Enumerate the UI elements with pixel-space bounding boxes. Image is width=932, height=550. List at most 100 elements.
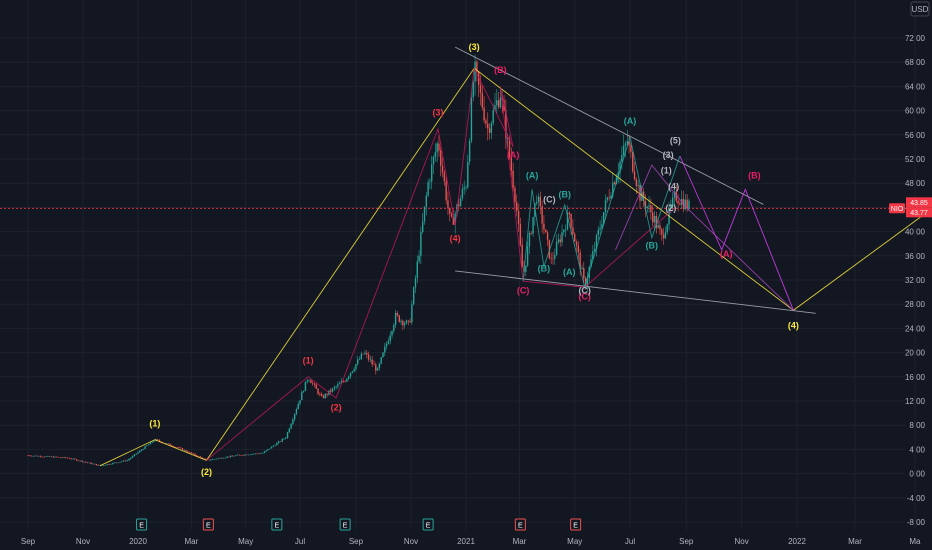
candle-body (459, 198, 462, 207)
wave-label: (C) (517, 285, 530, 295)
candle-body (281, 438, 283, 442)
candle-body (279, 441, 282, 442)
candle-body (385, 343, 388, 347)
candle-body (521, 244, 523, 268)
candle-body (338, 383, 341, 385)
y-tick-label: 4.00 (909, 445, 925, 454)
candle-body (468, 140, 471, 162)
candle-body (83, 461, 85, 463)
candle-body (57, 457, 60, 458)
candle-body (581, 268, 583, 270)
candle-body (610, 195, 612, 199)
candle-body (32, 455, 35, 457)
candle-body (666, 224, 668, 233)
candle-body (458, 204, 460, 207)
candle-body (263, 451, 266, 454)
candle-body (194, 453, 196, 456)
candle-body (34, 455, 36, 457)
candle-body (530, 232, 532, 234)
candle-body (131, 455, 134, 458)
candle-body (41, 456, 44, 458)
candle-body (235, 455, 237, 456)
candle-body (43, 456, 45, 458)
candle-body (119, 461, 121, 463)
candle-body (461, 189, 464, 199)
earnings-event-label: E (518, 523, 523, 530)
x-tick-label: May (238, 537, 253, 546)
candle-body (349, 372, 352, 377)
candle-body (597, 229, 599, 236)
candle-body (402, 320, 404, 326)
candle-body (285, 437, 287, 439)
candle-body (555, 242, 558, 256)
candle-body (427, 182, 429, 196)
candle-body (561, 232, 563, 243)
candle-body (508, 137, 511, 158)
candle-body (510, 157, 513, 171)
wave-label: (4) (668, 181, 679, 191)
y-tick-label: -4.00 (907, 494, 926, 503)
candle-body (133, 454, 136, 456)
x-tick-label: Mar (185, 537, 199, 546)
candle-body (375, 364, 377, 371)
wave-label: (2) (665, 203, 676, 213)
candle-body (506, 137, 509, 139)
y-tick-label: -8.00 (907, 518, 926, 527)
candle-body (662, 234, 665, 239)
candle-body (633, 171, 636, 180)
candle-body (541, 206, 543, 224)
candle-body (586, 278, 589, 287)
x-tick-label: Nov (735, 537, 749, 546)
candle-body (30, 455, 33, 457)
candle-body (431, 164, 433, 182)
symbol-tag (889, 203, 905, 214)
x-tick-label: Ma (909, 537, 921, 546)
candle-body (158, 440, 161, 442)
candle-body (384, 346, 386, 353)
candle-body (201, 457, 203, 459)
candle-body (108, 464, 110, 465)
candle-body (306, 380, 308, 382)
candle-body (387, 341, 390, 344)
wave-label: (C) (578, 285, 591, 295)
candle-body (574, 233, 576, 242)
candle-body (121, 461, 123, 463)
wave-label: (C) (543, 195, 556, 205)
candle-body (110, 464, 112, 465)
candle-body (156, 439, 159, 441)
candle-body (231, 455, 234, 457)
wave-label: (A) (526, 170, 539, 180)
earnings-event-label: E (206, 523, 211, 530)
wave-line-1 (454, 46, 764, 205)
candle-body (572, 227, 574, 234)
earnings-event-label: E (275, 523, 280, 530)
candle-body (274, 445, 276, 446)
candle-body (94, 463, 96, 465)
candle-body (436, 143, 438, 153)
candle-body (128, 459, 130, 461)
candle-body (628, 141, 630, 146)
wave-label: (1) (303, 355, 314, 365)
candle-body (130, 457, 132, 460)
candle-body (472, 81, 474, 98)
candle-body (593, 248, 596, 252)
candle-body (147, 444, 150, 446)
candle-body (476, 61, 478, 72)
candle-body (608, 197, 610, 199)
candle-body (635, 179, 638, 186)
candle-body (190, 452, 193, 454)
candle-body (463, 187, 465, 190)
symbol-label: NIO (891, 206, 904, 213)
candle-body (575, 241, 578, 246)
earnings-event-marker (514, 518, 526, 531)
candle-body (376, 368, 379, 371)
candle-body (637, 184, 639, 186)
candle-body (416, 261, 418, 278)
earnings-event-marker (570, 518, 582, 531)
candle-body (563, 229, 565, 233)
candle-body (290, 423, 292, 429)
candle-body (224, 457, 226, 459)
wave-label: (B) (559, 190, 572, 200)
